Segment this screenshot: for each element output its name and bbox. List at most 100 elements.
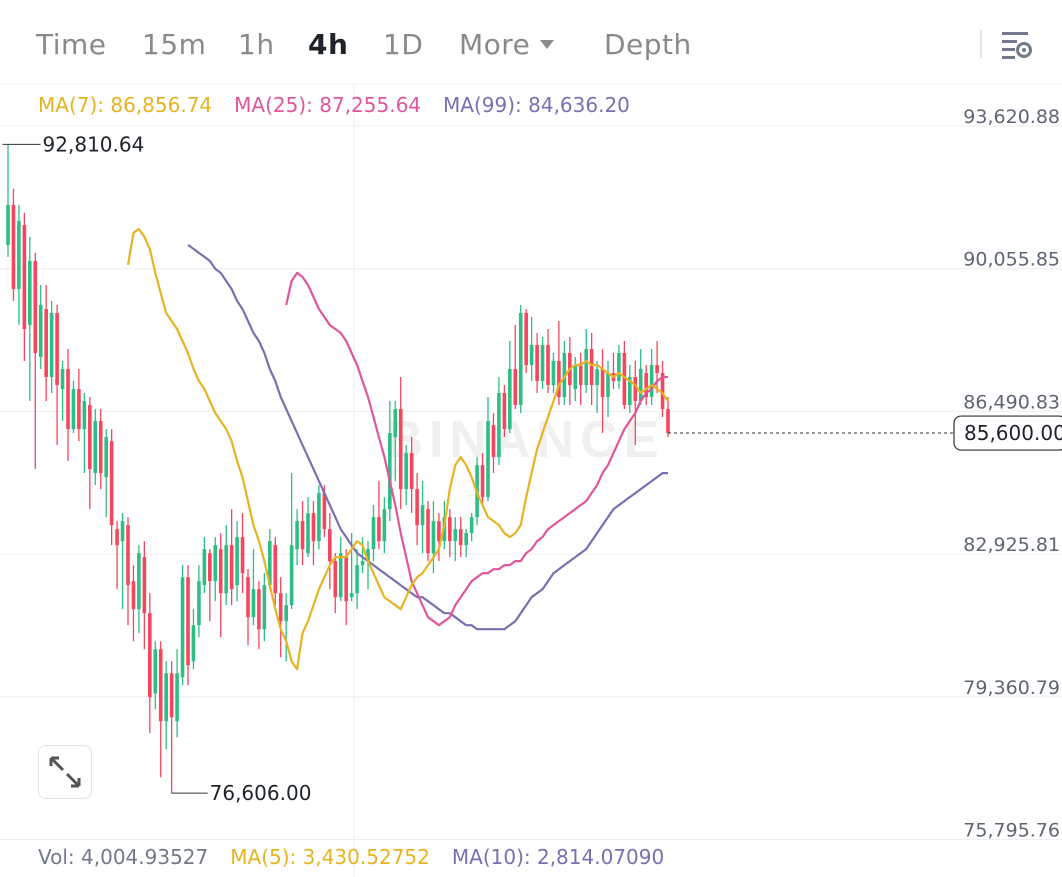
tab-time[interactable]: Time	[36, 28, 107, 61]
candle	[437, 513, 441, 562]
caret-down-icon	[540, 40, 555, 49]
candle	[131, 565, 136, 642]
candle-body	[142, 557, 147, 614]
candle	[338, 537, 343, 602]
candle	[273, 537, 278, 606]
tab-15m[interactable]: 15m	[142, 28, 207, 61]
candle	[611, 353, 616, 390]
ma-legend: MA(7): 86,856.74 MA(25): 87,255.64 MA(99):…	[38, 93, 652, 117]
price-tick-label: 93,620.88	[963, 106, 1060, 128]
candle-body	[535, 344, 539, 382]
candle	[448, 509, 452, 558]
candle-body	[278, 593, 283, 622]
candle	[229, 509, 234, 606]
candle-body	[131, 581, 136, 610]
candle-body	[257, 589, 261, 630]
candle	[251, 549, 256, 626]
candle-body	[60, 369, 65, 390]
candle	[109, 429, 114, 546]
candle	[115, 521, 119, 590]
candle	[28, 236, 32, 402]
candle	[240, 513, 245, 594]
tab-more[interactable]: More	[459, 28, 555, 61]
candle-body	[371, 517, 376, 550]
candle-body	[115, 529, 119, 546]
candle	[366, 541, 370, 590]
candle-body	[55, 312, 59, 386]
candle-body	[349, 593, 354, 598]
ma7-legend: MA(7): 86,856.74	[38, 93, 213, 117]
candle-body	[213, 545, 218, 582]
candle-body	[448, 517, 452, 542]
candle-body	[49, 312, 54, 378]
candle-body	[551, 361, 556, 386]
candle-body	[240, 537, 245, 574]
candle-body	[469, 517, 474, 534]
candle-body	[77, 389, 81, 430]
candle-body	[513, 369, 518, 406]
candle	[649, 348, 654, 406]
candle	[480, 453, 485, 506]
ma25-legend: MA(25): 87,255.64	[234, 93, 422, 117]
tab-more-label: More	[459, 28, 531, 61]
candle	[551, 353, 556, 394]
candle	[595, 361, 599, 414]
candle	[71, 381, 76, 434]
candle	[202, 537, 207, 594]
tab-depth[interactable]: Depth	[604, 28, 692, 61]
candle	[137, 545, 141, 634]
grid-lines	[0, 83, 1062, 877]
candle-body	[71, 389, 76, 430]
candle	[218, 533, 223, 638]
candle	[453, 517, 458, 562]
candle-body	[218, 549, 223, 594]
candle	[224, 525, 228, 606]
chart-settings-button[interactable]	[996, 24, 1036, 64]
candle	[235, 521, 239, 602]
candle-body	[93, 421, 98, 474]
candle-body	[208, 553, 212, 582]
candle	[508, 340, 512, 434]
expand-chart-button[interactable]	[38, 745, 92, 799]
candle-body	[377, 517, 381, 542]
candle	[186, 565, 190, 686]
tab-4h[interactable]: 4h	[308, 28, 349, 61]
candle-body	[120, 521, 125, 542]
candle-body	[529, 344, 534, 366]
candle-body	[317, 493, 321, 542]
candle	[77, 369, 81, 442]
candle	[208, 549, 212, 622]
candle	[317, 485, 321, 550]
candle	[628, 365, 632, 414]
candle	[382, 497, 387, 554]
candle	[33, 252, 38, 470]
candle-body	[617, 353, 621, 382]
price-axis: 93,620.88 90,055.85 86,490.83 82,925.81 79,3…	[963, 106, 1060, 841]
candle-body	[311, 513, 316, 542]
candle-body	[453, 529, 458, 542]
candle	[562, 340, 567, 406]
chart-settings-icon	[1002, 32, 1032, 59]
price-tick-label: 75,795.76	[963, 819, 1060, 841]
candle	[622, 340, 627, 410]
candle-body	[306, 513, 310, 554]
candle-body	[420, 505, 425, 526]
candle	[197, 565, 201, 638]
candle-body	[546, 344, 550, 386]
candle	[289, 473, 294, 610]
candle-body	[235, 537, 239, 586]
candle	[393, 401, 398, 482]
candle-body	[33, 260, 38, 354]
candle-body	[480, 465, 485, 498]
candle-body	[655, 365, 659, 374]
candle	[660, 361, 665, 418]
candle-body	[355, 565, 359, 594]
volume-ma10: MA(10): 2,814.07090	[451, 845, 665, 869]
price-annotations: 92,810.64 76,606.00 85,600.00	[2, 132, 1062, 805]
candle	[278, 577, 283, 658]
candle-body	[649, 365, 654, 398]
tab-1d[interactable]: 1D	[383, 28, 424, 61]
candle	[426, 501, 430, 562]
tab-1h[interactable]: 1h	[238, 28, 275, 61]
